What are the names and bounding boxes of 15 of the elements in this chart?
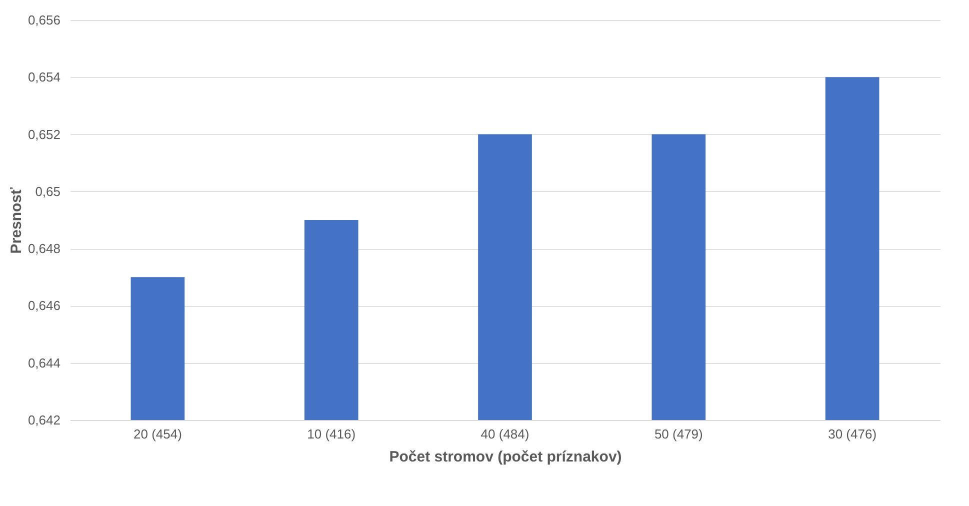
y-tick-label: 0,642 [28, 412, 60, 428]
y-tick-label: 0,646 [28, 298, 60, 314]
x-tick-label: 40 (484) [480, 426, 530, 442]
x-tick-label: 30 (476) [828, 426, 877, 442]
y-tick-label: 0,654 [28, 70, 60, 85]
y-tick-label: 0,644 [28, 355, 60, 370]
y-tick-label: 0,65 [35, 184, 60, 199]
x-axis-title: Počet stromov (počet príznakov) [389, 448, 622, 466]
y-axis-title: Presnosť [8, 186, 25, 254]
y-tick-label: 0,652 [28, 126, 60, 142]
y-tick-label: 0,648 [28, 241, 60, 256]
x-tick-label: 20 (454) [133, 426, 182, 442]
y-tick-label: 0,656 [28, 12, 60, 28]
x-tick-label: 50 (479) [654, 426, 703, 442]
x-tick-label: 10 (416) [307, 426, 356, 442]
